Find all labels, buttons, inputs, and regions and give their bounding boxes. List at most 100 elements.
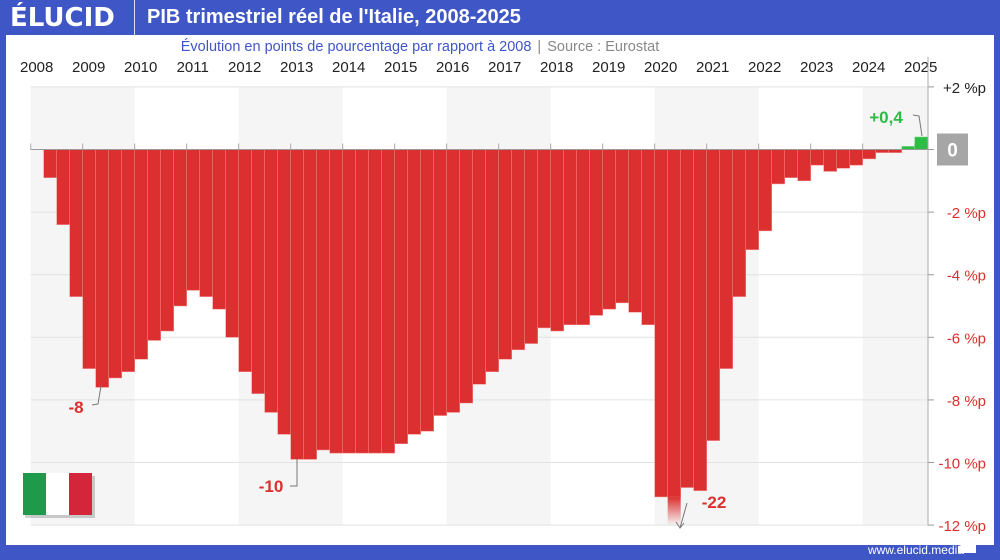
annotation-label: -10 <box>259 477 284 496</box>
bar <box>836 149 850 169</box>
elucid-logo: ÉLUCID <box>10 3 115 33</box>
bar <box>823 149 837 172</box>
bar <box>589 149 603 316</box>
x-tick-label: 2016 <box>436 59 469 76</box>
elucid-mark-icon <box>958 541 976 553</box>
bar <box>394 149 408 444</box>
x-tick-label: 2012 <box>228 59 261 76</box>
bar <box>290 149 304 460</box>
bar <box>355 149 369 454</box>
x-tick-label: 2022 <box>748 59 781 76</box>
bar <box>550 149 564 332</box>
bar <box>498 149 512 360</box>
x-tick-label: 2013 <box>280 59 313 76</box>
bar <box>420 149 434 432</box>
bar <box>407 149 421 435</box>
page-title: PIB trimestriel réel de l'Italie, 2008-2… <box>147 6 521 28</box>
italy-flag <box>23 473 95 518</box>
bar <box>147 149 161 341</box>
bar <box>680 149 694 488</box>
x-tick-label: 2023 <box>800 59 833 76</box>
annotation-label: -22 <box>702 493 727 512</box>
bar-overflow-fade <box>667 497 681 526</box>
x-tick-label: 2025 <box>904 59 937 76</box>
bar <box>641 149 655 326</box>
annotation-leader <box>912 114 923 137</box>
y-tick-label: -12 %p <box>938 518 986 535</box>
flag-red <box>69 473 92 515</box>
x-tick-label: 2020 <box>644 59 677 76</box>
y-tick-label: -10 %p <box>938 456 986 473</box>
bar <box>797 149 811 182</box>
bar <box>212 149 226 310</box>
header-divider <box>134 0 135 35</box>
x-tick-label: 2008 <box>20 59 53 76</box>
x-tick-label: 2014 <box>332 59 365 76</box>
bar <box>537 149 551 329</box>
bar <box>82 149 96 369</box>
bar <box>459 149 473 404</box>
bar <box>602 149 616 310</box>
bar <box>758 149 772 232</box>
x-tick-label: 2019 <box>592 59 625 76</box>
bar <box>134 149 148 360</box>
bar <box>719 149 733 369</box>
bar <box>264 149 278 413</box>
bar <box>732 149 746 297</box>
bar <box>667 149 681 498</box>
y-tick-label: -4 %p <box>947 268 986 285</box>
bar <box>225 149 239 338</box>
x-tick-label: 2010 <box>124 59 157 76</box>
bar <box>160 149 174 332</box>
bar <box>771 149 785 185</box>
bar <box>303 149 317 460</box>
bar <box>810 149 824 166</box>
bar <box>914 136 928 150</box>
bar <box>433 149 447 416</box>
bar <box>485 149 499 372</box>
bar <box>277 149 291 435</box>
annotation-leader <box>675 502 688 529</box>
bar <box>693 149 707 491</box>
bar <box>615 149 629 304</box>
bar <box>628 149 642 313</box>
bar <box>511 149 525 351</box>
bar <box>706 149 720 441</box>
x-tick-label: 2011 <box>177 59 209 76</box>
y-tick-label: -2 %p <box>947 205 986 222</box>
bar <box>238 149 252 372</box>
y-tick-label: 0 <box>947 141 958 162</box>
bar <box>199 149 213 297</box>
bar <box>862 149 876 160</box>
background-band <box>862 86 928 526</box>
x-tick-label: 2024 <box>852 59 885 76</box>
bar <box>784 149 798 178</box>
bar <box>368 149 382 454</box>
flag-green <box>23 473 46 515</box>
bar <box>186 149 200 291</box>
bar <box>745 149 759 250</box>
footer-url[interactable]: www.elucid.media <box>867 543 964 557</box>
x-tick-label: 2017 <box>488 59 521 76</box>
x-tick-label: 2009 <box>72 59 105 76</box>
x-tick-label: 2018 <box>540 59 573 76</box>
bar <box>472 149 486 385</box>
bar <box>381 149 395 454</box>
bar <box>43 149 57 178</box>
bar <box>95 149 109 388</box>
chart-subtitle: Évolution en points de pourcentage par r… <box>181 38 659 55</box>
bar <box>563 149 577 326</box>
y-tick-label: -8 %p <box>947 393 986 410</box>
x-tick-label: 2015 <box>384 59 417 76</box>
bar <box>329 149 343 454</box>
annotation-label: +0,4 <box>869 108 903 127</box>
annotation-leader <box>290 459 298 487</box>
bar <box>342 149 356 454</box>
bar <box>56 149 70 225</box>
annotation-label: -8 <box>68 398 83 417</box>
bar <box>251 149 265 394</box>
bar <box>849 149 863 166</box>
flag-white <box>46 473 69 515</box>
bar <box>576 149 590 326</box>
